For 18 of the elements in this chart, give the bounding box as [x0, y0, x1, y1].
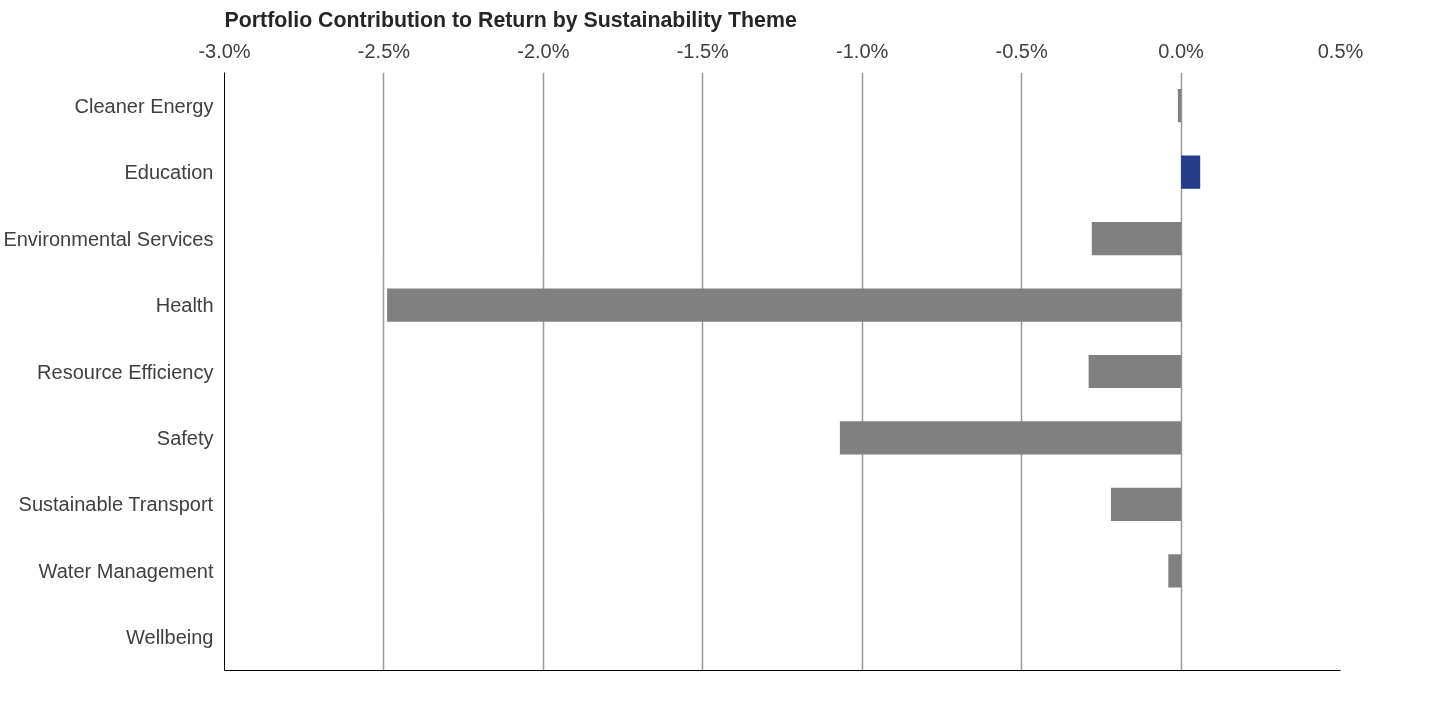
x-tick-label: 0.0%: [1158, 39, 1205, 62]
x-tick-label: -2.0%: [517, 39, 570, 62]
x-tick-label: -3.0%: [198, 39, 251, 62]
chart-title: Portfolio Contribution to Return by Sustainability Theme: [224, 7, 797, 32]
y-tick-label: Health: [155, 294, 214, 317]
y-tick-label: Cleaner Energy: [74, 94, 214, 117]
x-tick-label: -1.0%: [836, 39, 889, 62]
y-tick-label: Environmental Services: [3, 227, 214, 250]
x-tick-label: -2.5%: [357, 39, 411, 62]
y-tick-label: Education: [124, 161, 214, 184]
y-tick-label: Safety: [156, 426, 214, 449]
y-tick-label: Water Management: [38, 559, 214, 582]
x-tick-label: 0.5%: [1317, 39, 1364, 62]
x-tick-label: -0.5%: [995, 39, 1048, 62]
y-tick-label: Wellbeing: [126, 626, 214, 649]
x-tick-label: -1.5%: [676, 39, 730, 62]
y-tick-label: Resource Efficiency: [37, 360, 214, 383]
y-tick-label: Sustainable Transport: [18, 493, 214, 516]
